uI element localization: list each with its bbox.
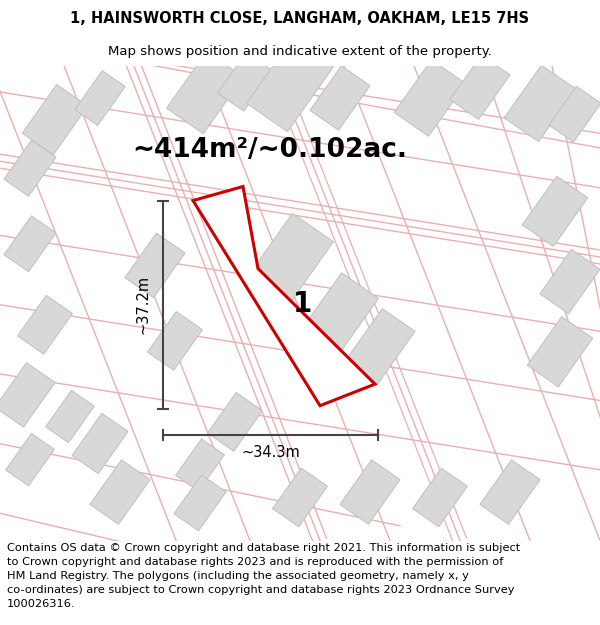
Polygon shape: [22, 84, 88, 155]
Polygon shape: [208, 392, 262, 451]
Polygon shape: [413, 468, 467, 527]
Polygon shape: [247, 39, 334, 132]
Polygon shape: [527, 317, 593, 387]
Polygon shape: [4, 216, 56, 272]
Polygon shape: [193, 186, 375, 406]
Polygon shape: [75, 71, 125, 126]
Polygon shape: [0, 362, 55, 427]
Text: ~414m²/~0.102ac.: ~414m²/~0.102ac.: [133, 137, 407, 163]
Polygon shape: [17, 296, 73, 354]
Polygon shape: [340, 460, 400, 524]
Text: 1: 1: [293, 290, 313, 318]
Polygon shape: [272, 468, 328, 527]
Polygon shape: [301, 272, 379, 355]
Text: ~34.3m: ~34.3m: [241, 445, 300, 460]
Polygon shape: [394, 60, 466, 136]
Text: Contains OS data © Crown copyright and database right 2021. This information is : Contains OS data © Crown copyright and d…: [7, 544, 520, 609]
Polygon shape: [174, 475, 226, 531]
Polygon shape: [480, 460, 540, 524]
Polygon shape: [148, 311, 202, 370]
Polygon shape: [540, 249, 600, 314]
Polygon shape: [504, 65, 576, 142]
Polygon shape: [176, 439, 224, 491]
Text: 1, HAINSWORTH CLOSE, LANGHAM, OAKHAM, LE15 7HS: 1, HAINSWORTH CLOSE, LANGHAM, OAKHAM, LE…: [70, 11, 530, 26]
Polygon shape: [345, 309, 415, 384]
Polygon shape: [310, 66, 370, 130]
Polygon shape: [5, 434, 55, 486]
Polygon shape: [125, 233, 185, 298]
Polygon shape: [450, 55, 510, 119]
Polygon shape: [549, 86, 600, 142]
Polygon shape: [46, 390, 94, 442]
Text: Map shows position and indicative extent of the property.: Map shows position and indicative extent…: [108, 45, 492, 58]
Polygon shape: [90, 460, 150, 524]
Polygon shape: [247, 213, 334, 306]
Polygon shape: [218, 52, 272, 111]
Polygon shape: [4, 140, 56, 196]
Text: ~37.2m: ~37.2m: [136, 275, 151, 334]
Polygon shape: [166, 51, 244, 134]
Polygon shape: [72, 413, 128, 474]
Polygon shape: [522, 176, 588, 246]
